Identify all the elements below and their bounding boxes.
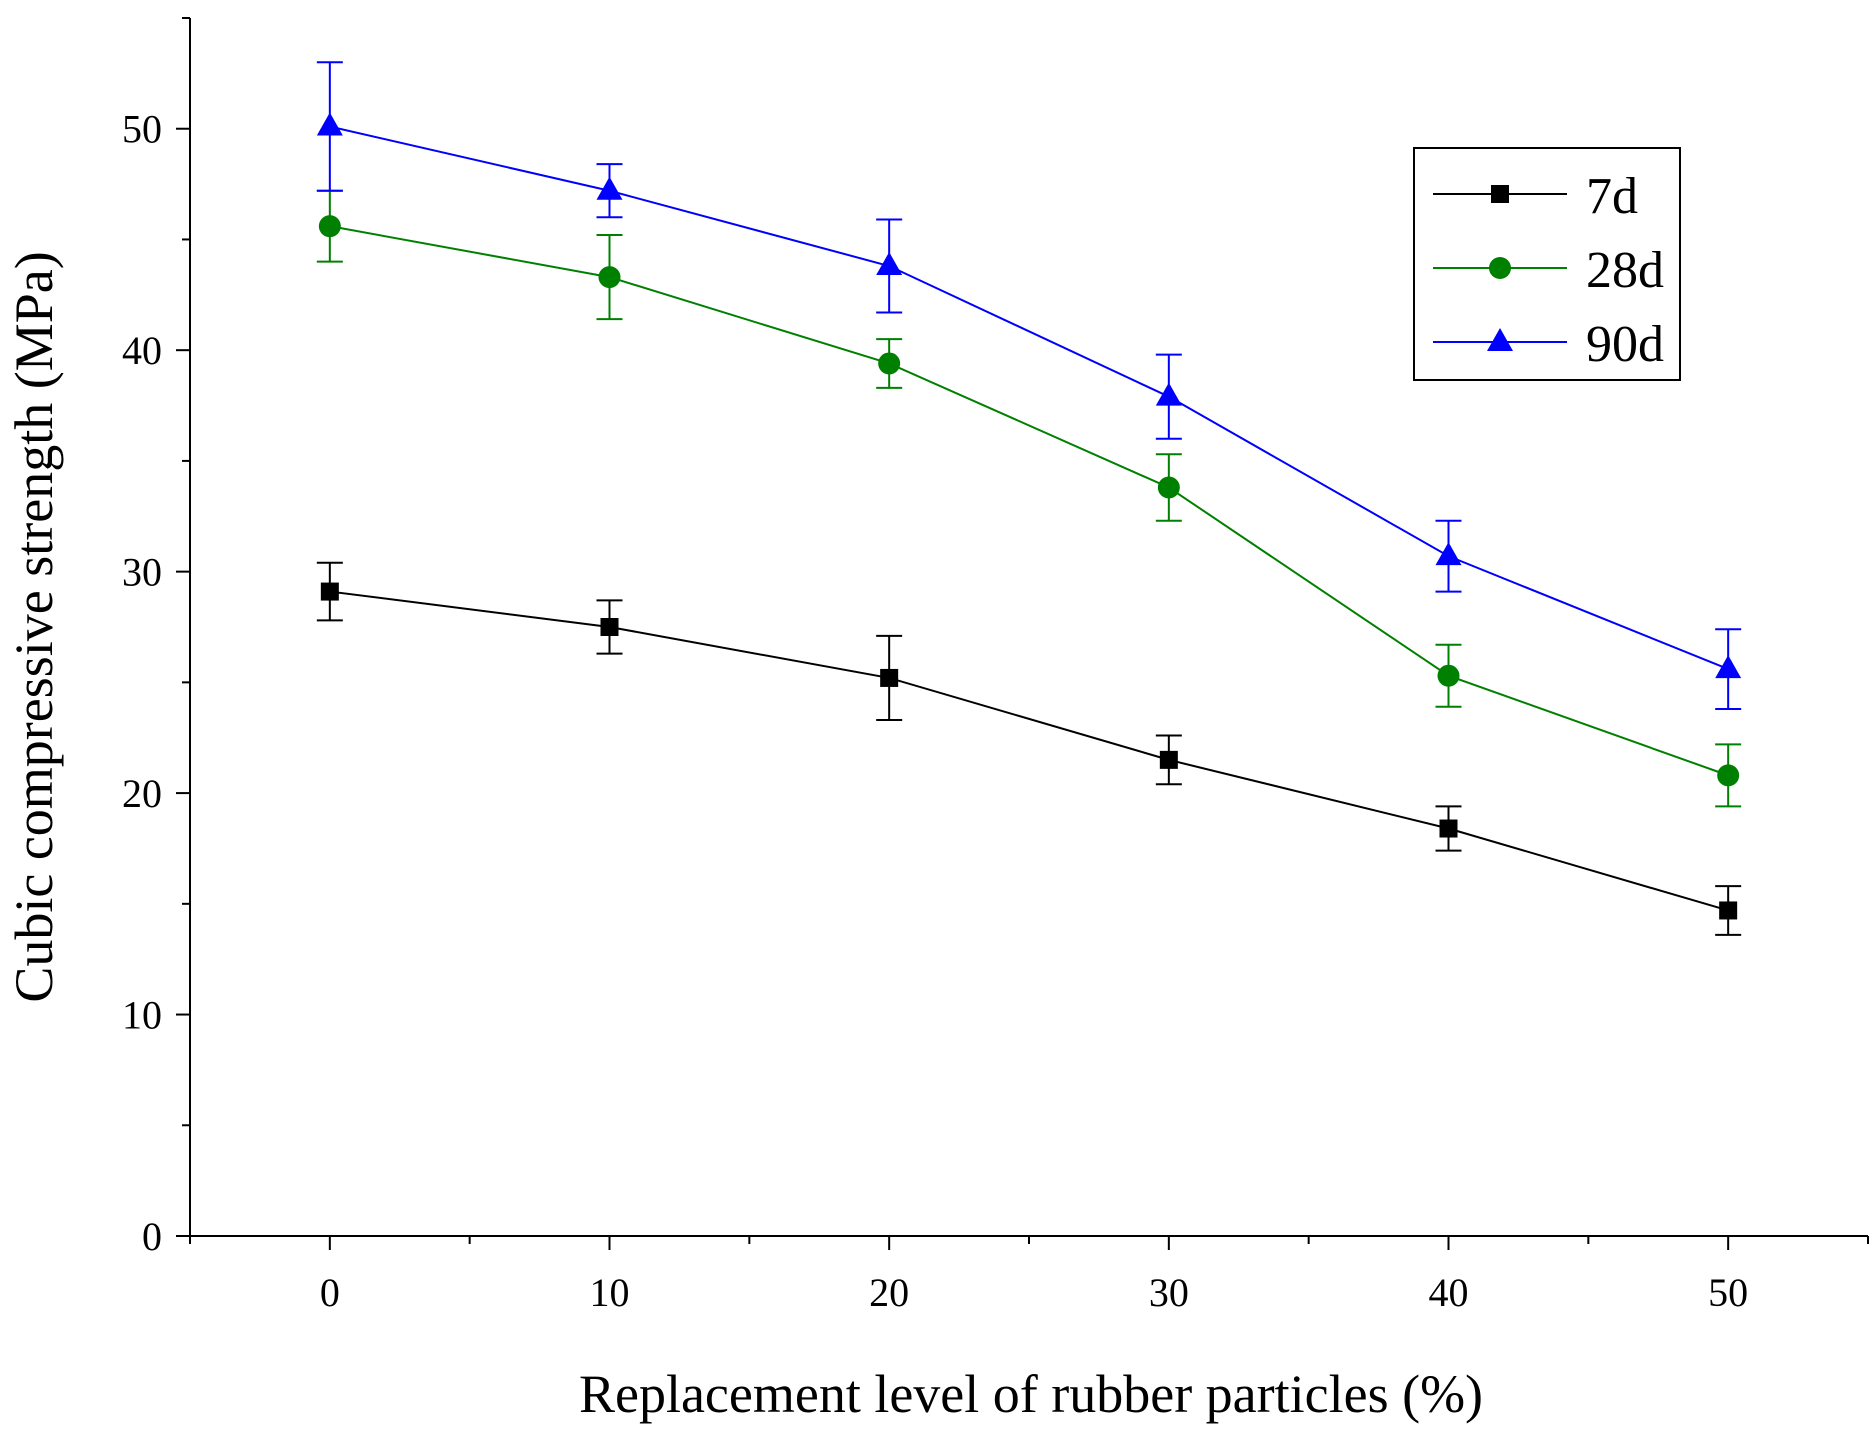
legend-marker <box>1491 185 1509 203</box>
data-point <box>878 352 901 375</box>
series-7d <box>316 561 1742 936</box>
legend-label: 7d <box>1586 168 1638 225</box>
series-layer <box>316 61 1742 936</box>
data-point <box>1159 750 1178 769</box>
data-point <box>876 252 903 276</box>
legend-item-90d: 90d <box>1433 316 1664 373</box>
data-point <box>600 618 619 636</box>
legend: 7d 28d 90d <box>1413 147 1681 381</box>
x-tick-label: 20 <box>869 1270 909 1315</box>
data-point <box>1437 664 1460 687</box>
series-28d <box>316 189 1742 808</box>
data-point <box>596 176 623 200</box>
legend-marker <box>1489 257 1511 279</box>
y-tick-label: 50 <box>122 107 162 152</box>
series-line <box>329 590 1729 912</box>
x-tick-label: 10 <box>590 1270 630 1315</box>
legend-marker <box>1487 328 1513 351</box>
legend-label: 90d <box>1586 316 1664 373</box>
legend-item-7d: 7d <box>1433 168 1638 225</box>
legend-item-28d: 28d <box>1433 242 1664 299</box>
data-point <box>880 668 899 687</box>
y-tick-label: 10 <box>122 993 162 1038</box>
axes: 0 10 20 30 40 50 0 10 20 30 40 50 <box>122 17 1869 1315</box>
y-tick-label: 0 <box>142 1214 162 1259</box>
data-point <box>598 266 621 289</box>
data-point <box>1717 764 1740 787</box>
data-point <box>1715 655 1742 679</box>
legend-label: 28d <box>1586 242 1664 299</box>
y-tick-label: 30 <box>122 550 162 595</box>
y-tick-label: 20 <box>122 771 162 816</box>
series-90d <box>316 61 1742 710</box>
data-point <box>1157 476 1180 499</box>
series-line <box>329 125 1729 671</box>
y-tick-label: 40 <box>122 328 162 373</box>
data-point <box>1439 819 1458 838</box>
data-point <box>316 112 343 136</box>
data-point <box>318 215 341 238</box>
x-tick-label: 30 <box>1149 1270 1189 1315</box>
x-tick-label: 40 <box>1429 1270 1469 1315</box>
y-axis-title: Cubic compressive strength (MPa) <box>4 251 64 1002</box>
x-tick-label: 50 <box>1708 1270 1748 1315</box>
data-point <box>1435 542 1462 566</box>
x-tick-label: 0 <box>320 1270 340 1315</box>
series-line <box>329 225 1729 777</box>
data-point <box>1719 901 1738 920</box>
x-axis-title: Replacement level of rubber particles (%… <box>579 1364 1483 1424</box>
data-point <box>320 582 339 601</box>
data-point <box>1155 382 1182 406</box>
